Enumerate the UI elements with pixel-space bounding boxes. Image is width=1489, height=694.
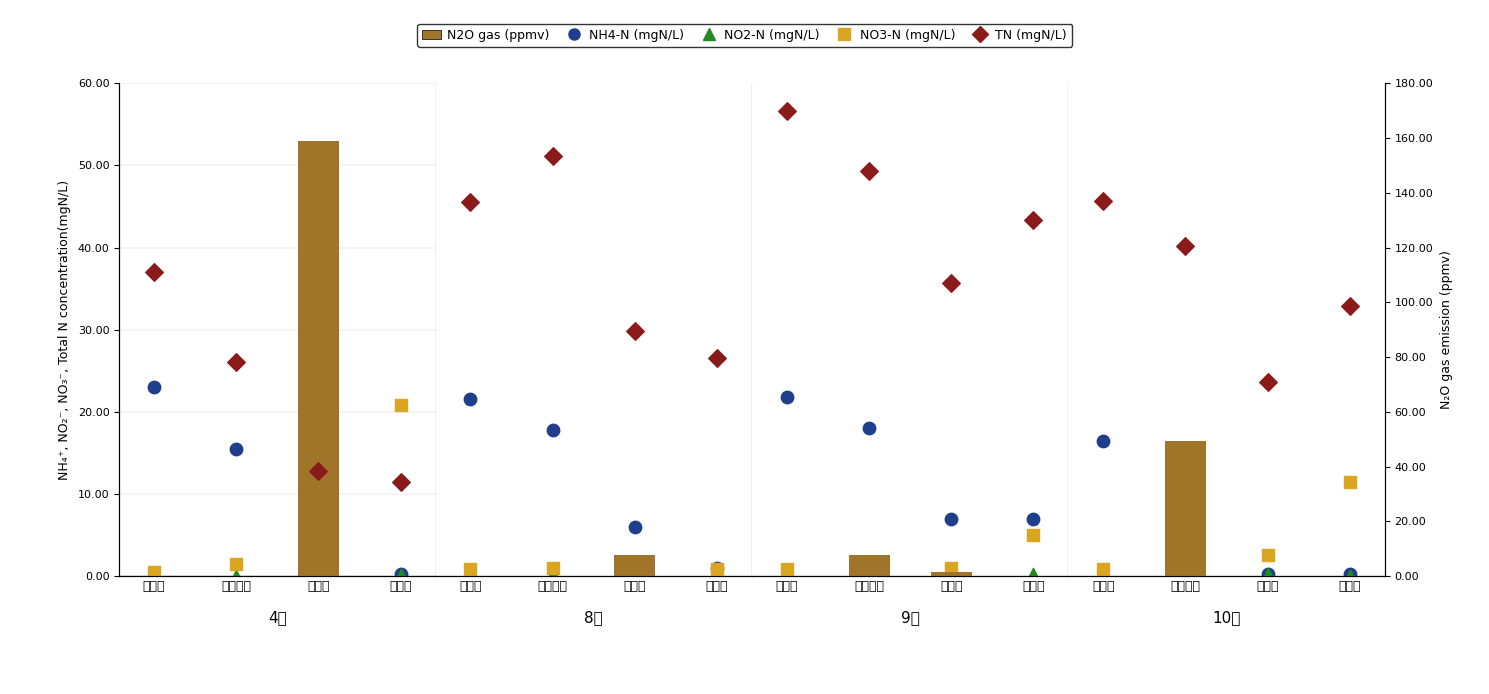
Point: [389, 476, 412, 487]
Point: [541, 150, 564, 161]
Point: [1173, 459, 1197, 471]
Point: [225, 570, 249, 581]
Point: [1091, 569, 1115, 580]
Point: [225, 357, 249, 368]
X-axis label: 4월: 4월: [268, 610, 287, 625]
Point: [706, 564, 730, 575]
Point: [307, 466, 331, 477]
Point: [1091, 196, 1115, 207]
Point: [622, 566, 646, 577]
Point: [225, 443, 249, 455]
Point: [1091, 435, 1115, 446]
Point: [622, 562, 646, 573]
Point: [459, 568, 482, 579]
Point: [225, 558, 249, 569]
Point: [858, 568, 881, 579]
Point: [141, 569, 165, 580]
X-axis label: 8월: 8월: [584, 610, 603, 625]
Point: [940, 278, 963, 289]
Point: [307, 539, 331, 550]
Point: [1339, 570, 1362, 581]
Point: [389, 400, 412, 411]
Point: [1021, 569, 1045, 580]
X-axis label: 9월: 9월: [901, 610, 920, 625]
Point: [940, 513, 963, 524]
Point: [1173, 241, 1197, 252]
Point: [1255, 568, 1279, 579]
Point: [307, 544, 331, 555]
Bar: [298, 141, 339, 576]
Point: [1091, 564, 1115, 575]
Point: [307, 568, 331, 579]
Point: [858, 562, 881, 573]
Point: [940, 562, 963, 573]
Point: [622, 521, 646, 532]
Point: [141, 266, 165, 278]
Point: [774, 564, 798, 575]
Point: [858, 165, 881, 176]
Point: [706, 569, 730, 580]
Point: [622, 325, 646, 337]
Point: [1173, 568, 1197, 579]
Bar: [931, 572, 972, 576]
Point: [1339, 568, 1362, 579]
Point: [1339, 301, 1362, 312]
Point: [1021, 214, 1045, 226]
Point: [858, 423, 881, 434]
Point: [1255, 568, 1279, 579]
X-axis label: 10월: 10월: [1212, 610, 1240, 625]
Point: [141, 382, 165, 393]
Point: [1021, 530, 1045, 541]
Point: [1255, 550, 1279, 561]
Point: [541, 424, 564, 435]
Point: [706, 562, 730, 573]
Point: [459, 197, 482, 208]
Legend: N2O gas (ppmv), NH4-N (mgN/L), NO2-N (mgN/L), NO3-N (mgN/L), TN (mgN/L): N2O gas (ppmv), NH4-N (mgN/L), NO2-N (mg…: [417, 24, 1072, 46]
Bar: [849, 555, 889, 576]
Point: [541, 568, 564, 579]
Point: [706, 353, 730, 364]
Bar: [1164, 441, 1206, 576]
Point: [774, 569, 798, 580]
Point: [541, 562, 564, 573]
Point: [1021, 513, 1045, 524]
Point: [774, 391, 798, 403]
Point: [1255, 376, 1279, 387]
Point: [940, 568, 963, 579]
Point: [459, 394, 482, 405]
Point: [1339, 476, 1362, 487]
Point: [141, 566, 165, 577]
Bar: [615, 555, 655, 576]
Y-axis label: N₂O gas emission (ppmv): N₂O gas emission (ppmv): [1440, 251, 1453, 409]
Point: [1173, 566, 1197, 577]
Point: [459, 564, 482, 575]
Point: [774, 105, 798, 116]
Point: [389, 570, 412, 581]
Y-axis label: NH₄⁺, NO₂⁻, NO₃⁻, Total N concentration(mgN/L): NH₄⁺, NO₂⁻, NO₃⁻, Total N concentration(…: [58, 180, 70, 480]
Point: [389, 568, 412, 579]
